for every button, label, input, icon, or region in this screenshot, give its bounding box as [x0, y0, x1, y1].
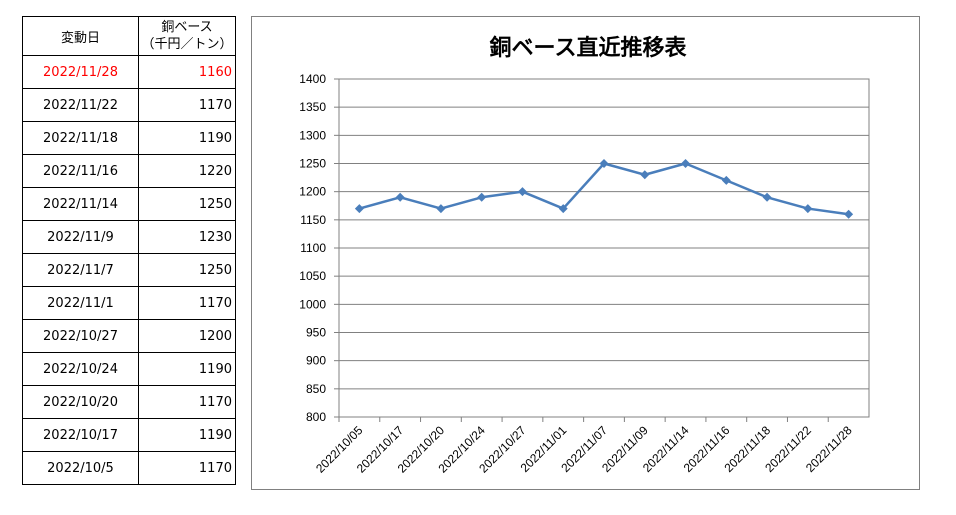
- chart-title: 銅ベース直近推移表: [490, 35, 688, 61]
- y-axis-ticks: 800 850 900 950 1000 1050 1100 1150 1200 1250 1300…: [299, 72, 339, 424]
- row-date: 2022/10/5: [22, 451, 139, 485]
- header-price-line1: 銅ベース: [161, 20, 213, 35]
- table-row: 2022/11/16 1220: [22, 154, 236, 188]
- data-point-marker: [436, 204, 446, 214]
- row-date: 2022/10/27: [22, 319, 139, 353]
- table-row: 2022/10/27 1200: [22, 319, 236, 353]
- y-tick-label: 800: [306, 410, 326, 424]
- data-point-marker: [395, 192, 405, 202]
- y-tick-label: 1350: [299, 100, 326, 114]
- chart-svg: 銅ベース直近推移表 800 850 900 950 1000 1050 1100 1150 12…: [299, 35, 870, 476]
- y-tick-label: 1400: [299, 72, 326, 86]
- row-price: 1170: [138, 286, 236, 320]
- row-date: 2022/11/22: [22, 88, 139, 122]
- row-price: 1220: [138, 154, 236, 188]
- data-point-marker: [721, 175, 731, 185]
- data-point-marker: [681, 159, 691, 168]
- table-header-row: 変動日 銅ベース （千円／トン）: [22, 16, 236, 56]
- data-point-marker: [558, 204, 568, 214]
- x-axis-ticks: 2022/10/052022/10/172022/10/202022/10/24…: [313, 417, 855, 476]
- y-tick-label: 1050: [299, 269, 326, 283]
- row-date: 2022/11/28: [22, 55, 139, 89]
- header-date: 変動日: [22, 16, 139, 56]
- y-tick-label: 1250: [299, 157, 326, 171]
- y-tick-label: 900: [306, 354, 326, 368]
- row-price: 1170: [138, 88, 236, 122]
- data-point-marker: [640, 170, 650, 180]
- row-date: 2022/11/7: [22, 253, 139, 287]
- row-price: 1190: [138, 121, 236, 155]
- data-point-marker: [517, 187, 527, 197]
- y-tick-label: 1150: [300, 213, 326, 227]
- row-date: 2022/11/16: [22, 154, 139, 188]
- table-row: 2022/11/1 1170: [22, 286, 236, 320]
- row-price: 1230: [138, 220, 236, 254]
- series-line: [359, 162, 849, 216]
- table-row: 2022/10/24 1190: [22, 352, 236, 386]
- row-date: 2022/11/18: [22, 121, 139, 155]
- row-price: 1250: [138, 253, 236, 287]
- table-row: 2022/10/17 1190: [22, 418, 236, 452]
- data-point-marker: [844, 209, 854, 219]
- table-row: 2022/11/22 1170: [22, 88, 236, 122]
- data-point-marker: [803, 204, 813, 214]
- y-tick-label: 1000: [299, 297, 326, 311]
- row-date: 2022/10/20: [22, 385, 139, 419]
- row-price: 1160: [138, 55, 236, 89]
- row-date: 2022/10/17: [22, 418, 139, 452]
- row-price: 1250: [138, 187, 236, 221]
- gridlines: [339, 78, 869, 418]
- y-tick-label: 850: [306, 382, 326, 396]
- table-row: 2022/10/20 1170: [22, 385, 236, 419]
- price-table: 変動日 銅ベース （千円／トン） 2022/11/28 1160 2022/11/2…: [22, 16, 236, 485]
- chart-area: 銅ベース直近推移表 800 850 900 950 1000 1050 1100 1150 12…: [251, 16, 920, 490]
- table-row: 2022/11/14 1250: [22, 187, 236, 221]
- y-tick-label: 1100: [300, 241, 326, 255]
- row-price: 1190: [138, 418, 236, 452]
- series-layer: [354, 159, 854, 219]
- table-row: 2022/11/7 1250: [22, 253, 236, 287]
- row-price: 1170: [138, 385, 236, 419]
- row-price: 1190: [138, 352, 236, 386]
- row-date: 2022/11/1: [22, 286, 139, 320]
- row-price: 1170: [138, 451, 236, 485]
- data-point-marker: [354, 204, 364, 214]
- y-tick-label: 1200: [299, 185, 326, 199]
- data-point-marker: [599, 159, 609, 168]
- row-price: 1200: [138, 319, 236, 353]
- y-tick-label: 1300: [299, 128, 326, 142]
- y-tick-label: 950: [306, 326, 326, 340]
- row-date: 2022/11/9: [22, 220, 139, 254]
- header-price-line2: （千円／トン）: [141, 37, 233, 52]
- table-body: 2022/11/28 1160 2022/11/22 1170 2022/11/18 11…: [22, 55, 236, 485]
- table-row: 2022/11/9 1230: [22, 220, 236, 254]
- table-row: 2022/10/5 1170: [22, 451, 236, 485]
- table-row: 2022/11/18 1190: [22, 121, 236, 155]
- table-row: 2022/11/28 1160: [22, 55, 236, 89]
- header-price: 銅ベース （千円／トン）: [138, 16, 236, 56]
- data-point-marker: [477, 192, 487, 202]
- row-date: 2022/10/24: [22, 352, 139, 386]
- row-date: 2022/11/14: [22, 187, 139, 221]
- data-point-marker: [762, 192, 772, 202]
